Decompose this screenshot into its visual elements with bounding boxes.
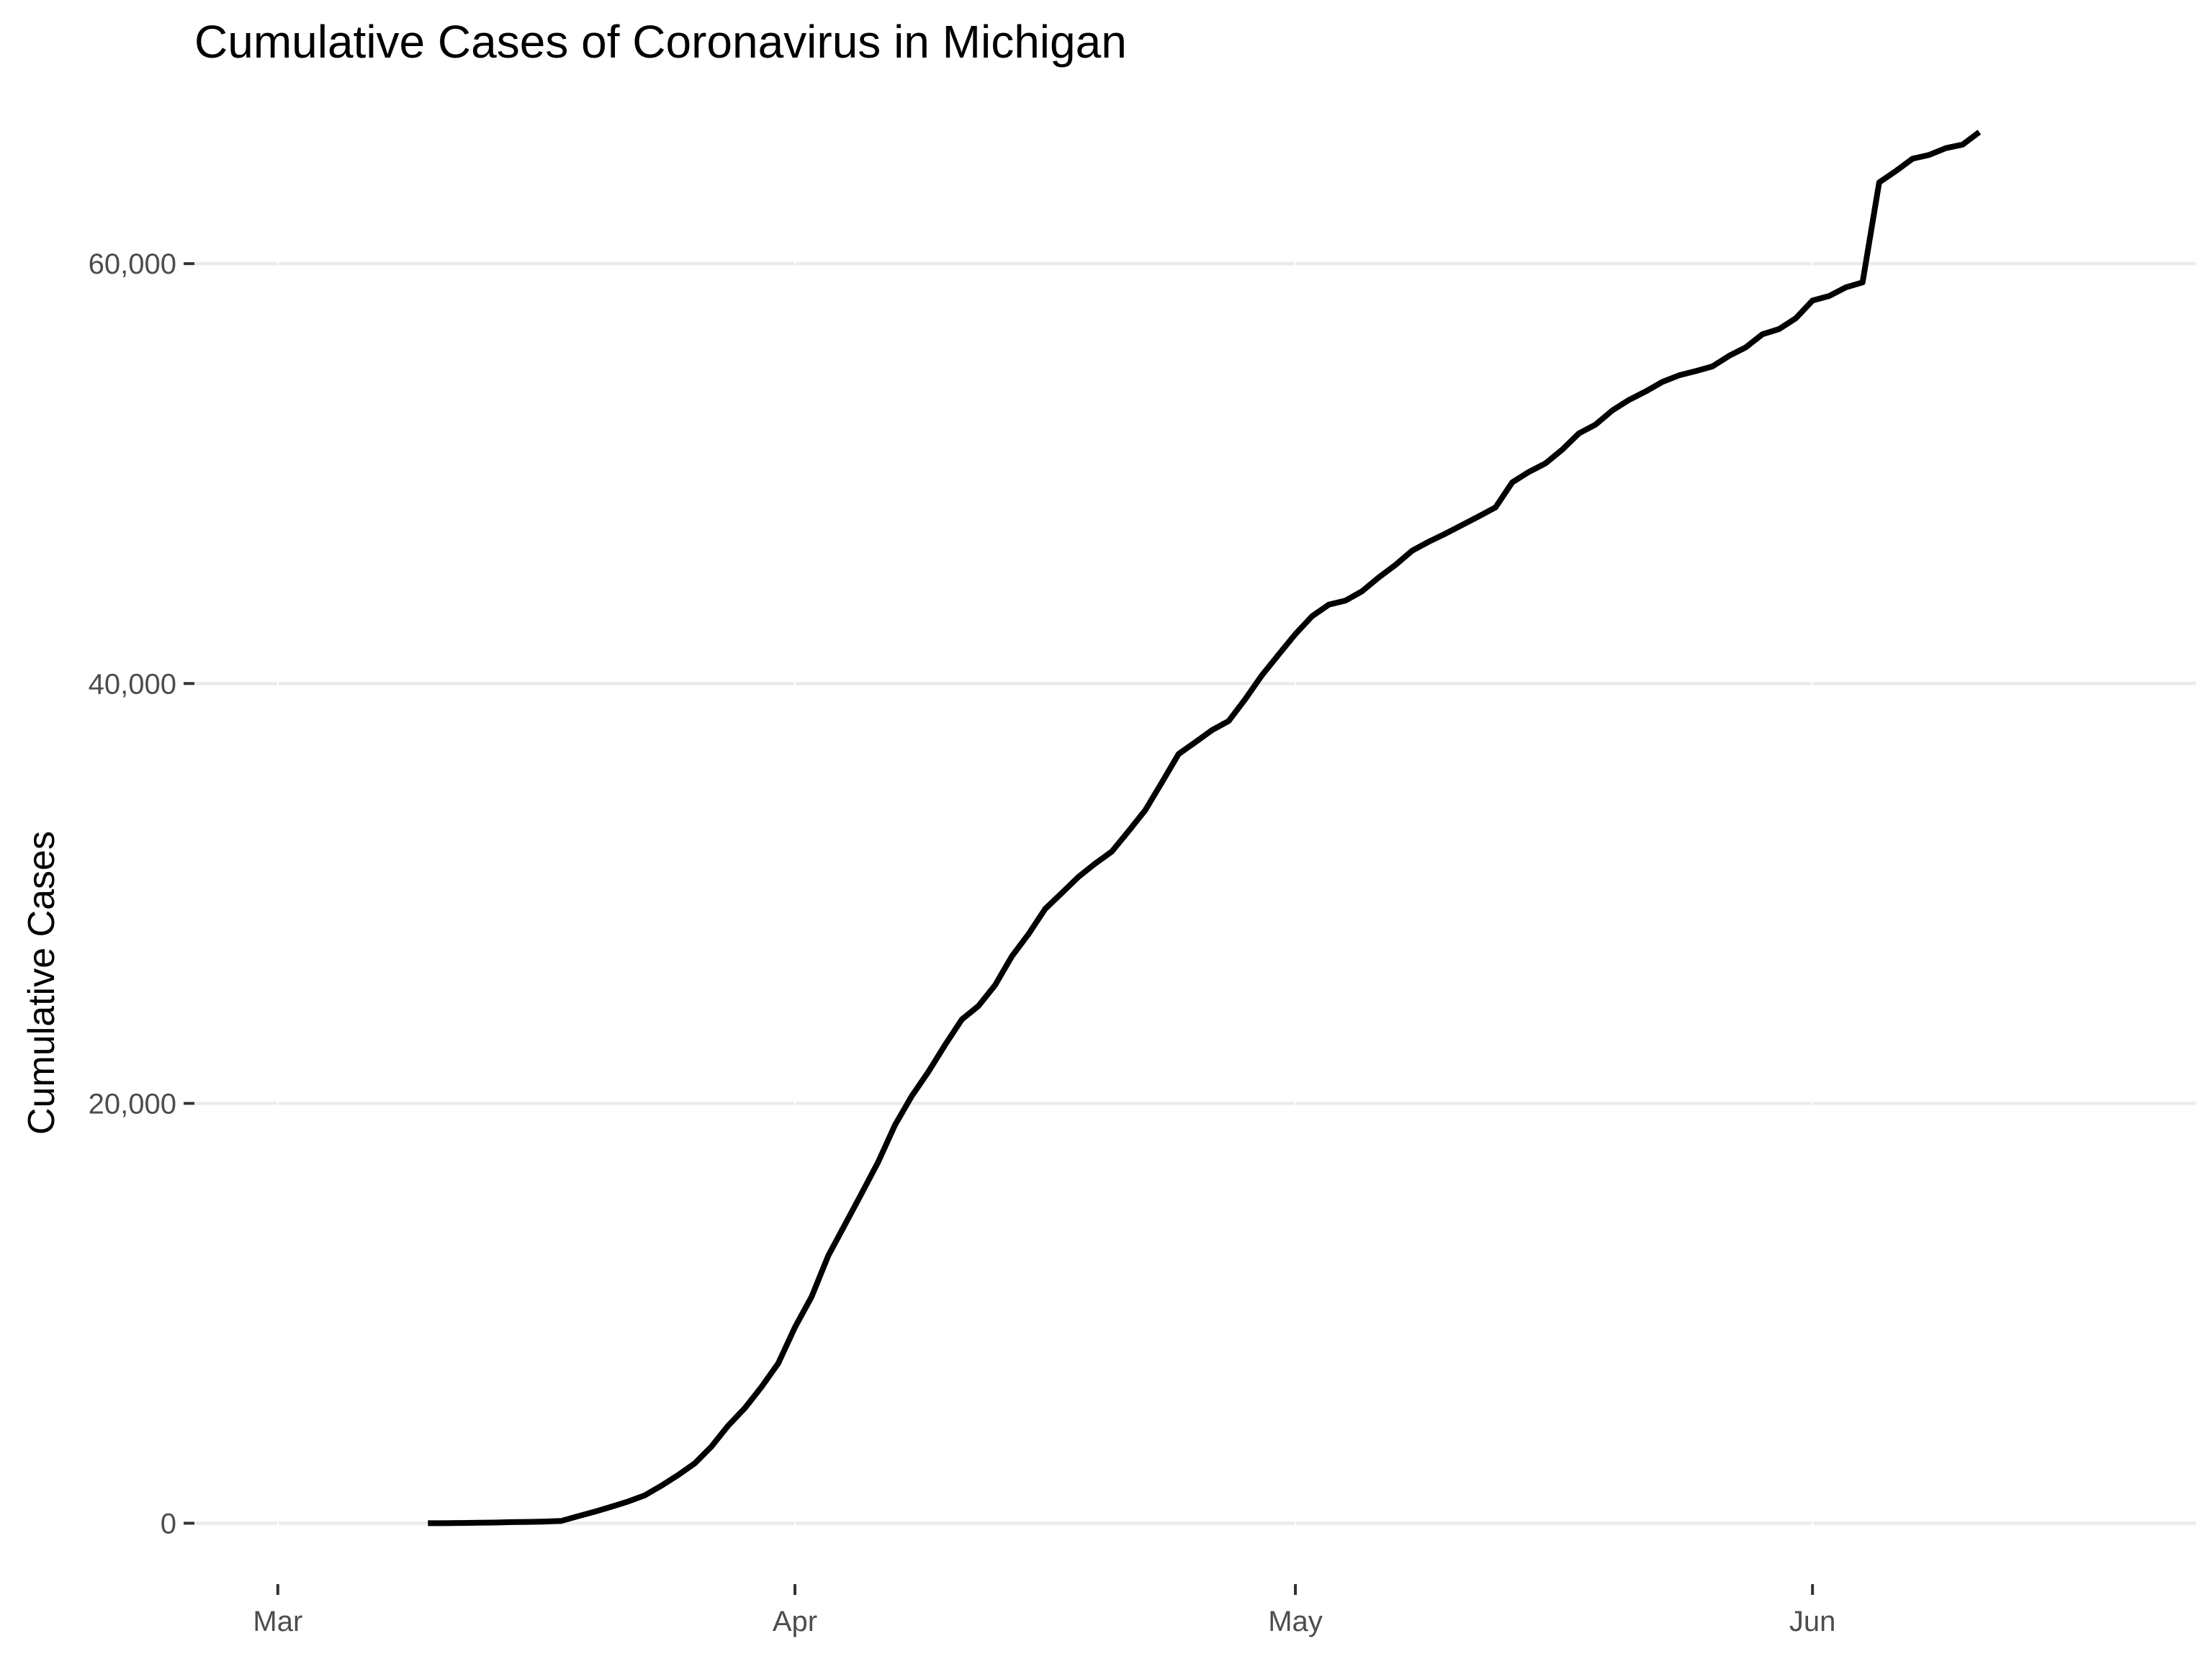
chart-title: Cumulative Cases of Coronavirus in Michi… (194, 16, 1127, 68)
y-tick-label: 60,000 (89, 248, 176, 280)
series-layer (428, 130, 1982, 1527)
y-axis: 0 20,000 40,000 60,000 (89, 248, 194, 1539)
y-tick-label: 20,000 (89, 1088, 176, 1120)
x-tick-label: May (1268, 1606, 1323, 1637)
x-tick-label: Jun (1789, 1606, 1836, 1637)
x-tick-label: Mar (253, 1606, 302, 1637)
gridlines (194, 94, 2196, 1584)
y-tick-label: 40,000 (89, 668, 176, 700)
x-axis: Mar Apr May Jun (253, 1584, 1835, 1637)
series-line (428, 130, 1982, 1527)
y-axis-label: Cumulative Cases (21, 831, 63, 1135)
y-tick-label: 0 (161, 1508, 176, 1539)
x-tick-label: Apr (773, 1606, 817, 1637)
